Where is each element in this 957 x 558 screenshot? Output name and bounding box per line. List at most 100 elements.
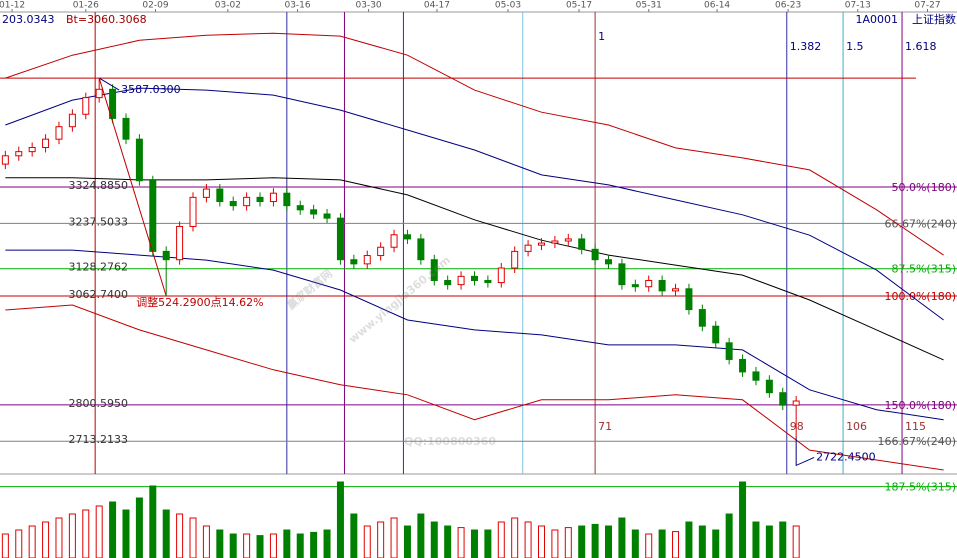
x-tick-label: 03-30 (356, 1, 382, 11)
volume-bar (15, 529, 23, 558)
candle-body (323, 213, 331, 219)
volume-bar (578, 525, 586, 558)
x-tick-label: 01-26 (73, 1, 99, 11)
vertical-line-bottom-label: 115 (905, 420, 926, 433)
candle-body (765, 379, 773, 394)
candle-body (122, 117, 130, 140)
volume-bar (269, 533, 277, 558)
candle-body (792, 400, 800, 406)
level-right-label: 166.67%(240) (877, 435, 956, 448)
candle-body (537, 242, 545, 246)
volume-bar (216, 529, 224, 558)
candle-body (551, 240, 559, 244)
volume-bar (605, 525, 613, 558)
candle-body (310, 209, 318, 215)
candle-body (444, 279, 452, 286)
candle-body (189, 196, 197, 227)
drop-line (98, 77, 167, 297)
candle-body (336, 217, 344, 261)
candle-body (564, 238, 572, 242)
volume-bar (685, 521, 693, 558)
back-layer: 01-12 01-26 02-09 03-02 03-16 03-30 04-17 05-03… (0, 1, 957, 494)
volume-bar (444, 525, 452, 558)
volume-bar (725, 513, 733, 558)
volume-bar (135, 497, 143, 558)
candle-body (1, 155, 9, 165)
candle-body (417, 238, 425, 261)
low-pointer (795, 437, 815, 467)
band-line (5, 87, 944, 321)
volume-bar (779, 521, 787, 558)
candle-body (779, 392, 787, 406)
candle-body (269, 192, 277, 203)
candle-body (631, 284, 639, 288)
volume-bar (511, 517, 519, 558)
level-right-label: 50.0%(180) (891, 181, 956, 194)
x-tick-label: 05-31 (636, 1, 662, 11)
volume-bar (122, 509, 130, 558)
volume-bar (564, 527, 572, 558)
x-tick-label: 01-12 (0, 1, 25, 11)
volume-bar (296, 533, 304, 558)
level-label: 2800.5950 (69, 397, 129, 410)
volume-bar (403, 525, 411, 558)
volume-bar (243, 533, 251, 558)
x-tick-label: 05-17 (566, 1, 592, 11)
x-tick-label: 03-02 (215, 1, 241, 11)
vertical-line-bottom-label: 98 (790, 420, 804, 433)
volume-bar (377, 521, 385, 558)
volume-bar (739, 481, 747, 558)
volume-bar (484, 529, 492, 558)
drop-label: 调整524.2900点14.62% (136, 295, 263, 309)
level-right-label: 87.5%(315) (891, 263, 956, 276)
candle-body (135, 138, 143, 182)
volume-bar (176, 513, 184, 558)
high-pointer (98, 77, 120, 91)
vertical-line-label: 1.382 (790, 40, 822, 53)
x-tick-label: 05-03 (495, 1, 521, 11)
level-right-label: 100.0%(180) (884, 290, 956, 303)
level-right-label: 187.5%(315) (884, 481, 956, 494)
volume-bar (752, 521, 760, 558)
info-left: 203.0343 (2, 13, 55, 26)
volume-bar (765, 525, 773, 558)
candle-body (430, 259, 438, 281)
volume-bar (68, 513, 76, 558)
candle-body (470, 275, 478, 281)
candle-body (698, 309, 706, 327)
candle-body (202, 188, 210, 198)
candle-body (618, 263, 626, 286)
candle-body (42, 138, 50, 148)
candle-body (658, 279, 666, 292)
volume-bar (631, 529, 639, 558)
level-label: 3324.8850 (69, 179, 129, 192)
candle-body (752, 371, 760, 381)
candle-body (645, 279, 653, 288)
x-tick-label: 04-17 (424, 1, 450, 11)
band-line (5, 249, 944, 421)
volume-bar (457, 527, 465, 558)
x-tick-label: 06-14 (704, 1, 730, 11)
volume-bar (229, 533, 237, 558)
candle-body (256, 196, 264, 203)
volume-bar (672, 531, 680, 558)
candle-body (176, 225, 184, 261)
candle-body (350, 259, 358, 265)
candle-body (605, 259, 613, 265)
vertical-line-bottom-label: 71 (598, 420, 612, 433)
level-right-label: 150.0%(180) (884, 399, 956, 412)
volume-bar (430, 521, 438, 558)
volume-bar (350, 513, 358, 558)
volume-bar (1, 533, 9, 558)
volume-bar (55, 517, 63, 558)
level-label: 3062.7400 (69, 288, 129, 301)
vertical-line-label: 1 (598, 30, 605, 43)
band-line (5, 304, 944, 471)
candle-body (216, 188, 224, 203)
level-label: 3237.5033 (69, 215, 129, 228)
volume-bar (336, 481, 344, 558)
volume-bar (162, 509, 170, 558)
volume-bar (189, 517, 197, 558)
high-label: 3587.0300 (121, 83, 181, 96)
